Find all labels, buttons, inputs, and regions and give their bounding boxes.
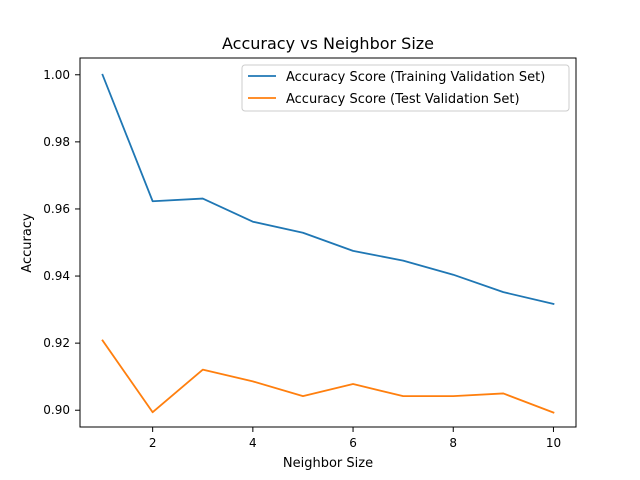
y-tick-label-1: 0.90 (43, 403, 70, 417)
plot-frame (79, 57, 577, 428)
x-axis-label: Neighbor Size (283, 456, 373, 471)
y-axis-label: Accuracy (20, 213, 35, 273)
legend-box (241, 64, 570, 112)
legend: Accuracy Score (Training Validation Set)… (241, 64, 570, 112)
legend-label-2: Accuracy Score (Test Validation Set) (286, 92, 520, 107)
chart-title: Accuracy vs Neighbor Size (222, 34, 434, 53)
x-tick-label-4: 8 (449, 436, 457, 450)
legend-label-1: Accuracy Score (Training Validation Set) (286, 70, 545, 85)
y-tick-label-3: 0.94 (43, 269, 70, 283)
x-tick-label-5: 10 (546, 436, 561, 450)
series-line-1 (101, 73, 555, 305)
y-tick-label-2: 0.92 (43, 336, 70, 350)
x-tick-label-3: 6 (349, 436, 357, 450)
x-tick-label-1: 2 (149, 436, 157, 450)
x-tick-label-2: 4 (249, 436, 257, 450)
y-tick-label-6: 1.00 (43, 68, 70, 82)
series-line-2 (101, 339, 555, 414)
y-tick-label-4: 0.96 (43, 202, 70, 216)
plot-area: 2 4 6 8 10 0.90 0.92 0.94 0.96 0.98 1.00 (43, 57, 577, 450)
y-tick-label-5: 0.98 (43, 135, 70, 149)
